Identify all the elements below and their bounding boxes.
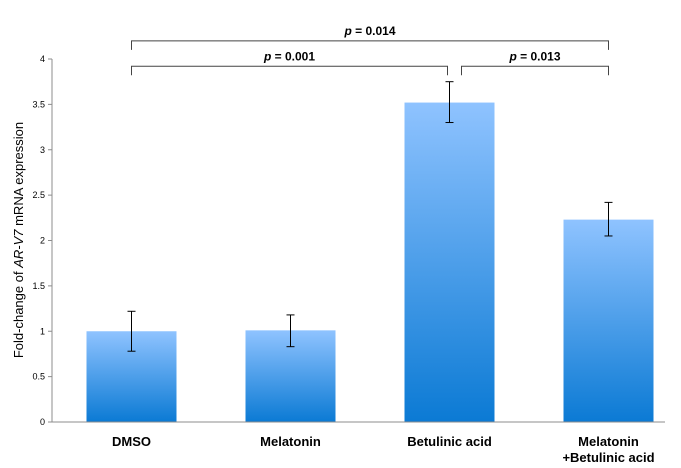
- category-label: Melatonin: [260, 434, 321, 449]
- significance-brackets: p = 0.014 p = 0.001 p = 0.013: [131, 24, 609, 76]
- y-tick-label: 1: [40, 326, 45, 336]
- y-axis-label-gene: AR-V7: [11, 229, 26, 269]
- category-label: DMSO: [112, 434, 151, 449]
- y-tick-label: 0: [40, 417, 45, 427]
- category-label: Betulinic acid: [407, 434, 492, 449]
- category-label: Melatonin +Betulinic acid: [562, 434, 654, 465]
- y-axis-label-part-3: mRNA expression: [11, 122, 26, 230]
- significance-bracket: [131, 65, 448, 76]
- x-axis-categories: DMSO Melatonin Betulinic acid Melatonin +Bet…: [112, 434, 655, 465]
- p-value-label: p = 0.014: [343, 24, 395, 38]
- y-tick-label: 2: [40, 236, 45, 246]
- y-tick-label: 3.5: [32, 99, 45, 109]
- significance-bracket: [461, 65, 609, 76]
- y-axis-label-part-1: Fold-change of: [11, 268, 26, 358]
- bars: [86, 102, 654, 422]
- y-axis-ticks: 0 0.5 1 1.5 2 2.5 3 3.5 4: [32, 54, 52, 427]
- y-tick-label: 0.5: [32, 372, 45, 382]
- y-axis-label: Fold-change of AR-V7 mRNA expression: [11, 122, 26, 358]
- bar: [563, 219, 654, 422]
- significance-bracket: [131, 40, 609, 50]
- y-tick-label: 1.5: [32, 281, 45, 291]
- bar: [404, 102, 495, 422]
- error-bars: [127, 81, 613, 352]
- p-value-label: p = 0.013: [508, 49, 560, 63]
- y-tick-label: 4: [40, 54, 45, 64]
- y-tick-label: 2.5: [32, 190, 45, 200]
- y-tick-label: 3: [40, 145, 45, 155]
- p-value-label: p = 0.001: [263, 49, 315, 63]
